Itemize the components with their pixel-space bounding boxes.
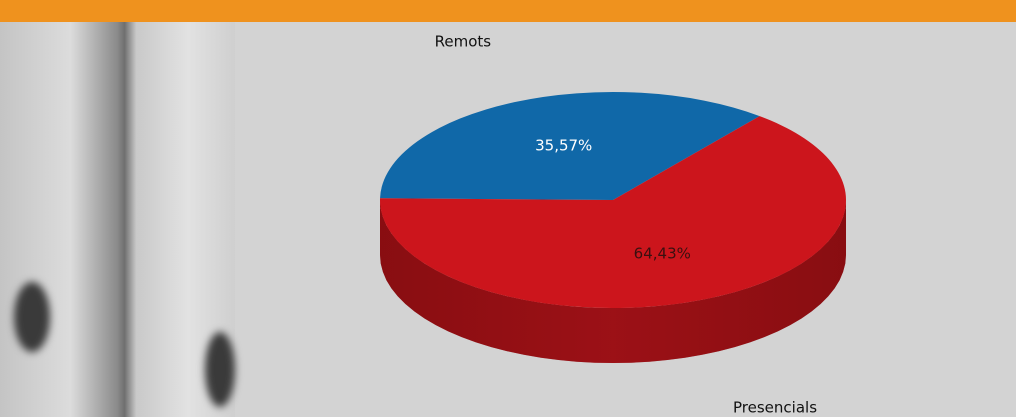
pie-slice	[380, 116, 846, 309]
pie-side-shade	[380, 200, 846, 363]
value-label: 35,57%	[535, 137, 592, 155]
category-label: Remots	[435, 33, 492, 51]
pie-slice	[380, 92, 760, 200]
header-bar	[0, 0, 1016, 22]
category-label: Presencials	[733, 398, 817, 416]
side-photo	[0, 22, 235, 417]
chart: 35,57% Remots 64,43% Presencials	[380, 33, 846, 416]
photo-detail	[205, 332, 235, 407]
photo-detail	[14, 282, 50, 352]
value-label: 64,43%	[634, 244, 691, 262]
